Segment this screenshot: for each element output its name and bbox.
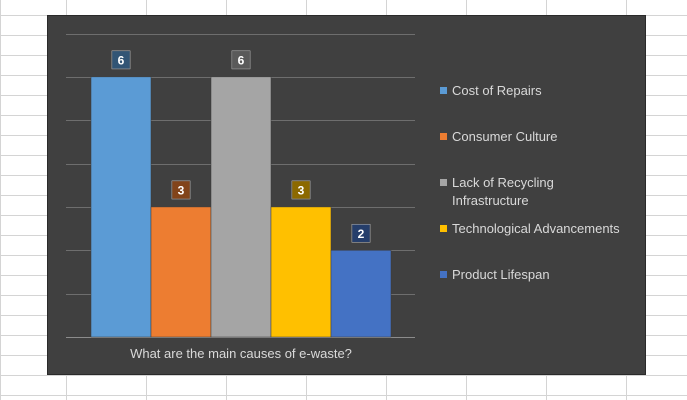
data-label-shade (292, 180, 310, 199)
bar-cost-of-repairs[interactable] (90, 76, 152, 338)
data-label-shade (352, 224, 370, 243)
legend-swatch (440, 271, 447, 278)
data-label: 6 (118, 53, 125, 67)
data-label: 3 (178, 183, 185, 197)
data-label-shade (172, 180, 190, 199)
data-label: 2 (358, 227, 365, 241)
legend-swatch (440, 225, 447, 232)
legend-item-technological-advancements: Technological Advancements (440, 220, 640, 238)
chart-area[interactable]: 6 3 6 3 2 Cost of Repairs Consumer Culture L… (47, 15, 646, 375)
legend-label: Technological Advancements (452, 221, 620, 236)
legend-label: Cost of Repairs (452, 83, 542, 98)
legend-item-cost-of-repairs: Cost of Repairs (440, 82, 640, 100)
data-label-box (351, 223, 371, 243)
legend-label: Consumer Culture (452, 129, 558, 144)
x-axis-title: What are the main causes of e-waste? (130, 346, 352, 361)
bar-lack-of-recycling-infrastructure[interactable] (210, 76, 272, 338)
bar-product-lifespan[interactable] (330, 250, 392, 338)
data-label-box (171, 180, 191, 200)
data-label-box (111, 50, 131, 70)
plot-area: 6 3 6 3 2 (66, 34, 415, 338)
legend-item-product-lifespan: Product Lifespan (440, 266, 640, 284)
data-label: 6 (238, 53, 245, 67)
data-label-box (231, 50, 251, 70)
legend-label: Product Lifespan (452, 267, 550, 282)
legend-label: Lack of Recycling Infrastructure (452, 175, 554, 208)
legend-swatch (440, 87, 447, 94)
data-label-shade (112, 50, 130, 69)
data-label-shade (232, 50, 250, 69)
bar-technological-advancements[interactable] (270, 206, 332, 338)
legend-item-consumer-culture: Consumer Culture (440, 128, 640, 146)
legend-item-lack-of-recycling-infrastructure: Lack of Recycling Infrastructure (440, 174, 640, 210)
legend-swatch (440, 179, 447, 186)
legend-swatch (440, 133, 447, 140)
data-label: 3 (298, 183, 305, 197)
bar-consumer-culture[interactable] (150, 206, 212, 338)
data-label-box (291, 180, 311, 200)
